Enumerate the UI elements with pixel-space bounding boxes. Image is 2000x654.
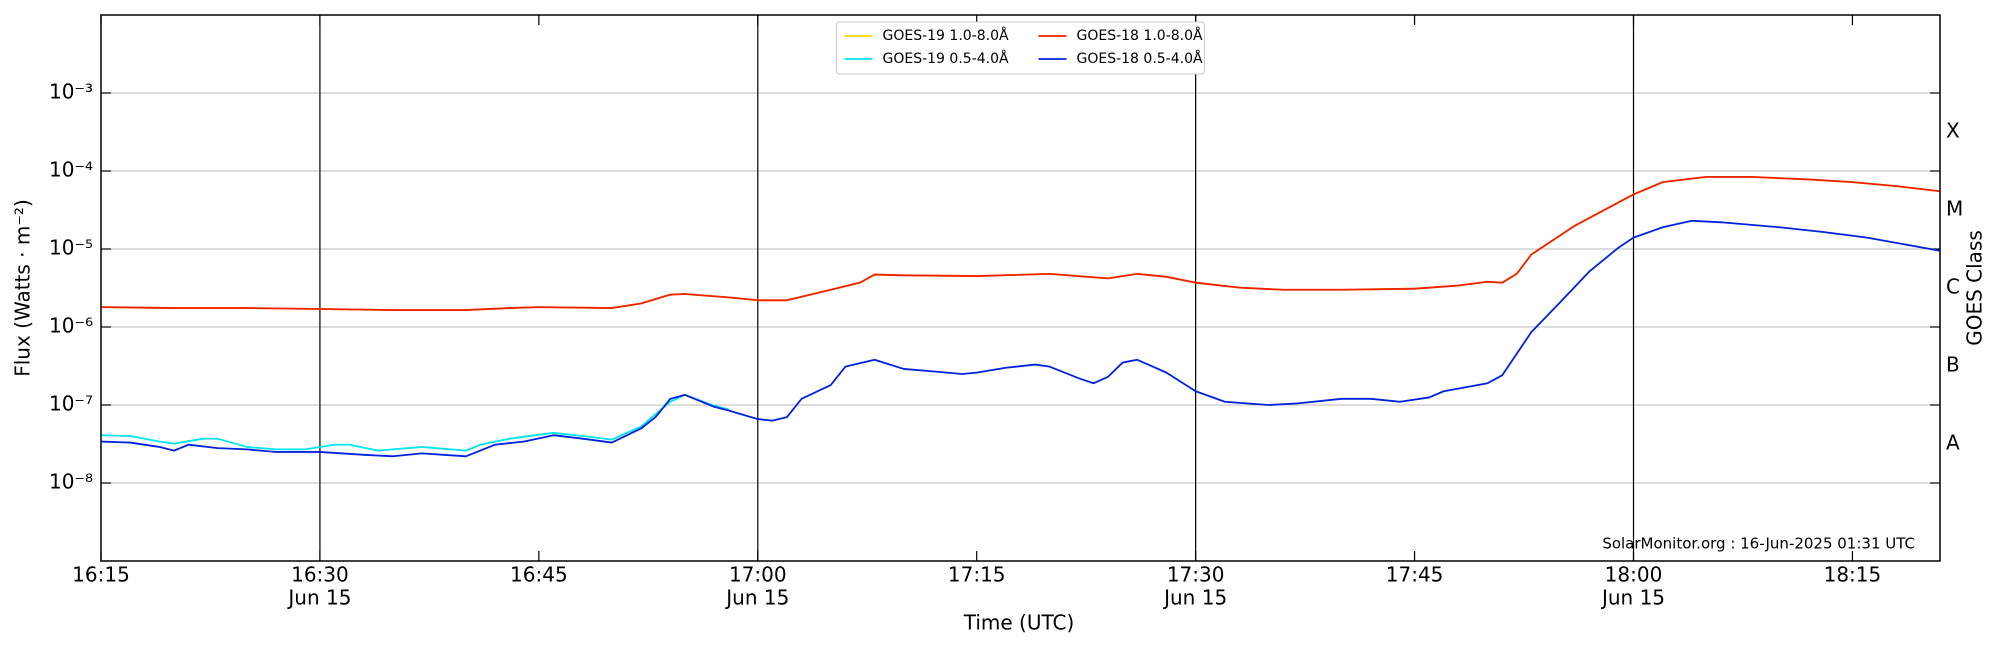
x-tick-label: 16:45: [510, 563, 568, 587]
x-tick-label: 16:15: [72, 563, 130, 587]
y2-tick-label: C: [1946, 275, 1960, 299]
x-tick-label: Jun 15: [286, 586, 351, 610]
plot-frame: [100, 14, 1941, 562]
x-tick-label: 17:45: [1386, 563, 1444, 587]
legend-label: GOES-19 1.0-8.0Å: [883, 27, 1009, 44]
x-tick-label: 18:15: [1824, 563, 1882, 587]
x-tick-label: 17:15: [948, 563, 1006, 587]
y2-tick-label: B: [1946, 353, 1960, 377]
legend-box: [836, 21, 1205, 75]
x-tick-label: 17:00: [729, 563, 787, 587]
annotation: SolarMonitor.org : 16-Jun-2025 01:31 UTC: [1602, 535, 1915, 553]
x-tick-label: Jun 15: [1600, 586, 1665, 610]
x-tick-label: 18:00: [1605, 563, 1663, 587]
x-tick-label: 16:30: [291, 563, 349, 587]
series-line: [100, 393, 729, 452]
y-tick-label: 10⁻⁶: [49, 314, 93, 338]
legend-label: GOES-18 1.0-8.0Å: [1077, 27, 1203, 44]
y-tick-label: 10⁻⁸: [49, 470, 93, 494]
x-axis-label: Time (UTC): [963, 611, 1075, 635]
legend-label: GOES-18 0.5-4.0Å: [1077, 50, 1203, 67]
y-tick-label: 10⁻⁷: [49, 392, 93, 416]
legend-label: GOES-19 0.5-4.0Å: [883, 50, 1009, 67]
y-tick-label: 10⁻³: [49, 80, 93, 104]
y-tick-label: 10⁻⁵: [49, 236, 93, 260]
x-tick-label: 17:30: [1167, 563, 1225, 587]
x-tick-label: Jun 15: [724, 586, 789, 610]
y2-axis-label: GOES Class: [1963, 230, 1987, 346]
series-line: [100, 219, 1941, 458]
y2-tick-label: A: [1946, 431, 1960, 455]
x-tick-label: Jun 15: [1162, 586, 1227, 610]
y-tick-label: 10⁻⁴: [49, 158, 93, 182]
y-axis-label: Flux (Watts · m⁻²): [11, 199, 35, 377]
y2-tick-label: X: [1946, 119, 1960, 143]
series-line: [100, 176, 1941, 311]
y2-tick-label: M: [1946, 197, 1963, 221]
